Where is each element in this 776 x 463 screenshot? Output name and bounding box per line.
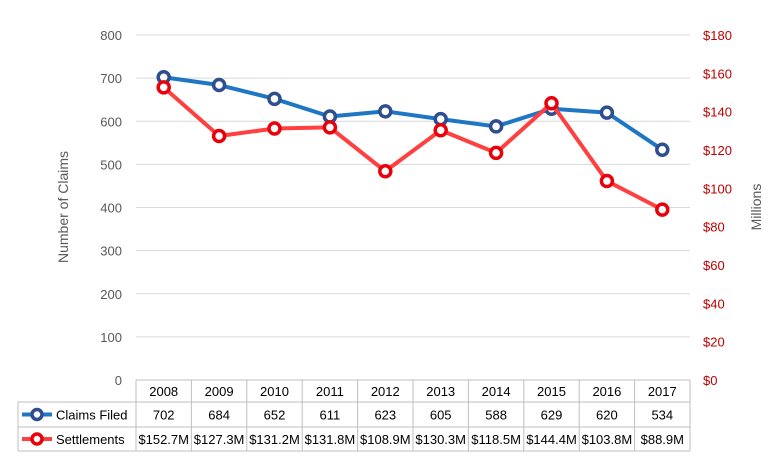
right-tick-label: $140 bbox=[703, 105, 732, 120]
category-label: 2013 bbox=[426, 384, 455, 399]
claims-filed-legend-marker bbox=[30, 407, 44, 422]
series-lines bbox=[156, 70, 670, 217]
claims-filed-data-label: 620 bbox=[596, 408, 618, 423]
settlements-line bbox=[162, 85, 664, 212]
claims-filed-data-label: 534 bbox=[651, 408, 673, 423]
category-label: 2014 bbox=[482, 384, 511, 399]
claims-filed-data-label: 605 bbox=[430, 408, 452, 423]
settlements-point bbox=[433, 123, 448, 138]
claims-filed-point bbox=[433, 111, 448, 127]
left-axis-title: Number of Claims bbox=[55, 151, 71, 263]
settlements-data-label: $108.9M bbox=[360, 432, 411, 447]
right-tick-label: $80 bbox=[703, 220, 725, 235]
settlements-point bbox=[322, 120, 338, 135]
claims-filed-point bbox=[655, 142, 670, 157]
left-tick-label: 200 bbox=[100, 287, 122, 302]
settlements-point bbox=[599, 173, 615, 189]
settlements-data-label: $131.8M bbox=[305, 432, 356, 447]
left-tick-label: 0 bbox=[115, 373, 122, 388]
settlements-data-label: $131.2M bbox=[249, 432, 300, 447]
left-tick-label: 500 bbox=[100, 157, 122, 172]
right-axis-title: Millions bbox=[748, 184, 764, 231]
left-axis: 0 100 200 300 400 500 600 700 800 bbox=[100, 28, 122, 388]
settlements-legend-label: Settlements bbox=[56, 432, 125, 447]
claims-filed-data-label: 652 bbox=[264, 408, 286, 423]
right-tick-label: $20 bbox=[703, 335, 725, 350]
settlements-data-label: $130.3M bbox=[415, 432, 466, 447]
claims-filed-point bbox=[211, 77, 227, 93]
category-label: 2011 bbox=[316, 384, 344, 399]
settlements-point bbox=[655, 202, 670, 217]
settlements-point bbox=[211, 128, 227, 144]
settlements-data-label: $118.5M bbox=[471, 432, 521, 447]
claims-filed-data-label: 702 bbox=[153, 408, 175, 423]
settlements-point bbox=[156, 80, 171, 95]
category-label: 2016 bbox=[592, 384, 621, 399]
right-tick-label: $0 bbox=[703, 373, 717, 388]
claims-filed-data-label: 623 bbox=[374, 408, 396, 423]
right-tick-label: $120 bbox=[703, 143, 732, 158]
claims-filed-point bbox=[599, 105, 615, 120]
category-label: 2008 bbox=[149, 384, 178, 399]
claims-filed-line bbox=[163, 75, 664, 152]
settlements-point bbox=[378, 164, 393, 179]
right-tick-label: $40 bbox=[703, 296, 725, 311]
claims-filed-data-label: 684 bbox=[208, 408, 230, 423]
claims-filed-point bbox=[378, 104, 393, 119]
settlements-data-label: $88.9M bbox=[641, 432, 684, 447]
claims-filed-legend-label: Claims Filed bbox=[56, 408, 128, 423]
right-tick-label: $180 bbox=[703, 28, 732, 43]
right-tick-label: $100 bbox=[703, 181, 732, 196]
claims-filed-point bbox=[267, 91, 282, 107]
settlements-data-label: $127.3M bbox=[194, 432, 245, 447]
data-table: 2008 2009 2010 2011 2012 2013 2014 2015 2016 2017… bbox=[17, 379, 691, 452]
category-label: 2010 bbox=[260, 384, 289, 399]
claims-filed-data-label: 611 bbox=[320, 408, 341, 423]
settlements-point bbox=[488, 145, 504, 161]
category-label: 2015 bbox=[537, 384, 566, 399]
left-tick-label: 800 bbox=[100, 28, 122, 43]
left-tick-label: 600 bbox=[100, 114, 122, 129]
claims-filed-point bbox=[488, 119, 504, 134]
settlements-point bbox=[267, 121, 282, 136]
category-label: 2012 bbox=[371, 384, 400, 399]
settlements-data-label: $103.8M bbox=[582, 432, 633, 447]
left-tick-label: 700 bbox=[100, 71, 122, 86]
settlements-point bbox=[544, 95, 559, 111]
settlements-legend-marker bbox=[30, 432, 44, 446]
right-axis: $0 $20 $40 $60 $80 $100 $120 $140 $160 $180 bbox=[703, 28, 732, 388]
settlements-data-label: $144.4M bbox=[526, 432, 577, 447]
category-label: 2017 bbox=[648, 384, 677, 399]
settlements-data-label: $152.7M bbox=[138, 432, 189, 447]
category-label: 2009 bbox=[205, 384, 234, 399]
left-tick-label: 100 bbox=[100, 330, 122, 345]
claims-filed-data-label: 588 bbox=[485, 408, 507, 423]
left-tick-label: 300 bbox=[100, 244, 122, 259]
claims-filed-data-label: 629 bbox=[541, 408, 563, 423]
right-tick-label: $160 bbox=[703, 66, 732, 81]
right-tick-label: $60 bbox=[703, 258, 725, 273]
gridlines bbox=[136, 34, 690, 338]
left-tick-label: 400 bbox=[100, 201, 122, 216]
